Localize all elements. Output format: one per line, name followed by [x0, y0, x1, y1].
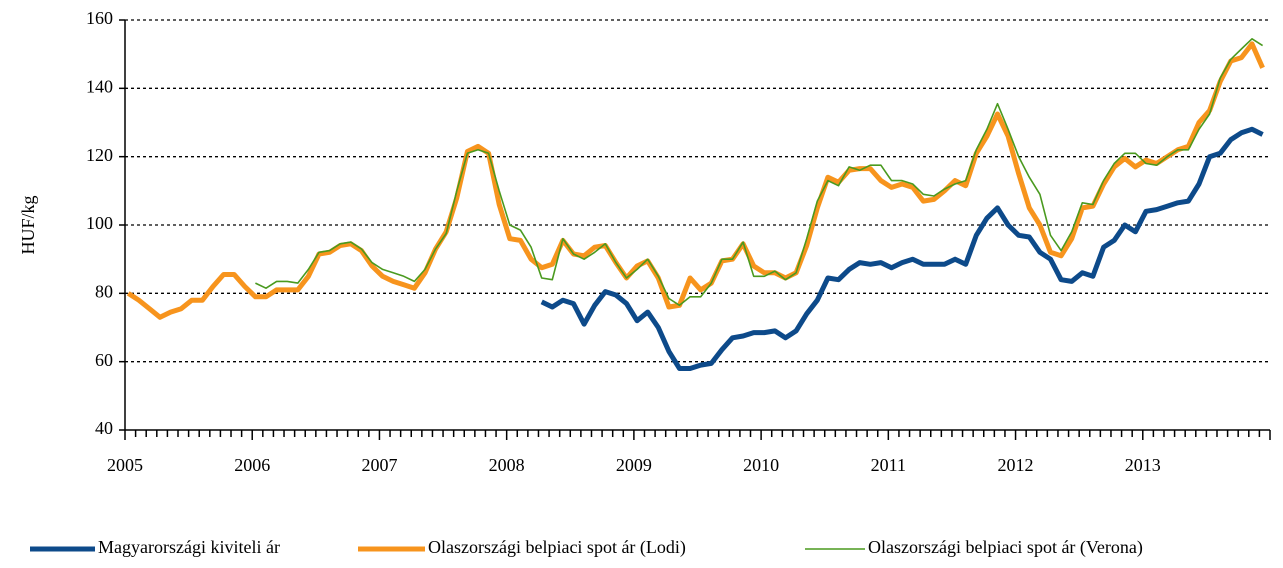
y-tick-label: 60: [95, 350, 113, 370]
y-tick-label: 160: [86, 8, 113, 28]
series-line: [540, 126, 1264, 371]
legend-label: Magyarországi kiviteli ár: [98, 537, 280, 557]
series-line: [126, 41, 1265, 320]
y-tick-label: 120: [86, 145, 113, 165]
legend-label: Olaszországi belpiaci spot ár (Lodi): [428, 537, 686, 558]
y-tick-label: 80: [95, 281, 113, 301]
legend-label: Olaszországi belpiaci spot ár (Verona): [868, 537, 1143, 558]
x-tick-label: 2013: [1125, 455, 1161, 475]
x-tick-label: 2012: [998, 455, 1034, 475]
x-tick-label: 2007: [361, 455, 397, 475]
x-tick-label: 2010: [743, 455, 779, 475]
x-tick-label: 2006: [234, 455, 270, 475]
y-tick-label: 100: [86, 213, 113, 233]
x-tick-label: 2005: [107, 455, 143, 475]
y-tick-label: 40: [95, 418, 113, 438]
x-tick-label: 2009: [616, 455, 652, 475]
y-tick-label: 140: [86, 76, 113, 96]
x-tick-label: 2011: [871, 455, 906, 475]
series-line: [255, 38, 1264, 307]
x-tick-label: 2008: [489, 455, 525, 475]
y-axis-label: HUF/kg: [18, 195, 38, 254]
